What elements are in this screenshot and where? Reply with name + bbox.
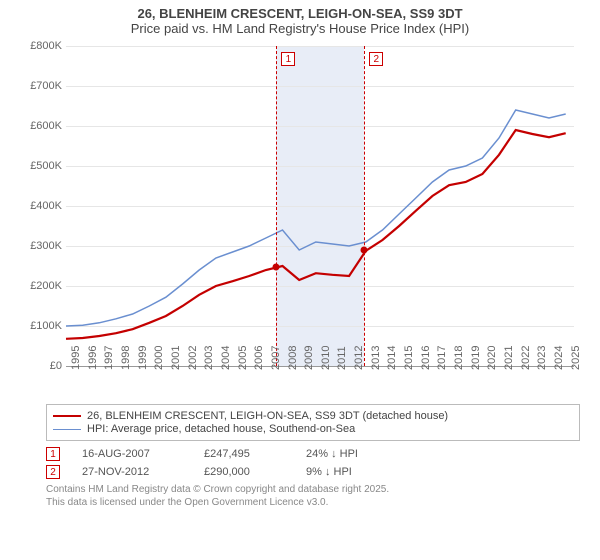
legend-swatch xyxy=(53,415,81,417)
x-tick-label: 2011 xyxy=(336,350,348,370)
sale-point xyxy=(361,247,368,254)
x-tick-label: 1996 xyxy=(87,350,99,370)
x-tick-label: 2003 xyxy=(203,350,215,370)
x-tick-label: 2019 xyxy=(470,350,482,370)
x-tick-label: 2017 xyxy=(436,350,448,370)
y-tick-label: £800K xyxy=(18,40,62,52)
x-tick-label: 2022 xyxy=(520,350,532,370)
y-tick-label: £400K xyxy=(18,200,62,212)
x-tick-label: 2006 xyxy=(253,350,265,370)
x-tick-label: 2010 xyxy=(320,350,332,370)
x-tick-label: 2009 xyxy=(303,350,315,370)
line-layer xyxy=(66,46,574,366)
legend: 26, BLENHEIM CRESCENT, LEIGH-ON-SEA, SS9… xyxy=(46,404,580,441)
legend-label: 26, BLENHEIM CRESCENT, LEIGH-ON-SEA, SS9… xyxy=(87,410,448,422)
x-tick-label: 2018 xyxy=(453,350,465,370)
x-tick-label: 1997 xyxy=(103,350,115,370)
sale-marker: 2 xyxy=(46,465,60,479)
attribution-footer: Contains HM Land Registry data © Crown c… xyxy=(46,483,580,509)
x-tick-label: 2023 xyxy=(536,350,548,370)
y-tick-label: £500K xyxy=(18,160,62,172)
x-tick-label: 2020 xyxy=(486,350,498,370)
x-tick-label: 2025 xyxy=(570,350,582,370)
sale-date: 16-AUG-2007 xyxy=(82,448,182,460)
sale-price: £247,495 xyxy=(204,448,284,460)
x-tick-label: 2015 xyxy=(403,350,415,370)
sale-marker: 1 xyxy=(46,447,60,461)
y-tick-label: £100K xyxy=(18,320,62,332)
event-marker: 2 xyxy=(369,52,383,66)
y-tick-label: £0 xyxy=(18,360,62,372)
x-tick-label: 2021 xyxy=(503,350,515,370)
sale-row: 1 16-AUG-2007 £247,495 24% ↓ HPI xyxy=(46,447,580,461)
event-rule xyxy=(276,46,277,366)
series-line xyxy=(66,110,566,326)
x-tick-label: 2002 xyxy=(187,350,199,370)
x-tick-label: 2024 xyxy=(553,350,565,370)
sale-date: 27-NOV-2012 xyxy=(82,466,182,478)
y-tick-label: £700K xyxy=(18,80,62,92)
plot-region: 12 xyxy=(66,46,574,366)
legend-item: HPI: Average price, detached house, Sout… xyxy=(53,423,573,435)
legend-label: HPI: Average price, detached house, Sout… xyxy=(87,423,355,435)
series-line xyxy=(66,130,566,339)
sale-point xyxy=(273,264,280,271)
sale-row: 2 27-NOV-2012 £290,000 9% ↓ HPI xyxy=(46,465,580,479)
chart-title: 26, BLENHEIM CRESCENT, LEIGH-ON-SEA, SS9… xyxy=(0,0,600,38)
x-tick-label: 2013 xyxy=(370,350,382,370)
x-tick-label: 2001 xyxy=(170,350,182,370)
sale-price: £290,000 xyxy=(204,466,284,478)
sale-hpi-delta: 9% ↓ HPI xyxy=(306,466,396,478)
sale-hpi-delta: 24% ↓ HPI xyxy=(306,448,396,460)
legend-item: 26, BLENHEIM CRESCENT, LEIGH-ON-SEA, SS9… xyxy=(53,410,573,422)
legend-swatch xyxy=(53,429,81,430)
footer-line-2: This data is licensed under the Open Gov… xyxy=(46,496,580,509)
x-tick-label: 2005 xyxy=(237,350,249,370)
x-tick-label: 1998 xyxy=(120,350,132,370)
y-tick-label: £600K xyxy=(18,120,62,132)
event-rule xyxy=(364,46,365,366)
x-tick-label: 2014 xyxy=(386,350,398,370)
y-tick-label: £200K xyxy=(18,280,62,292)
x-tick-label: 1999 xyxy=(137,350,149,370)
x-tick-label: 2012 xyxy=(353,350,365,370)
y-tick-label: £300K xyxy=(18,240,62,252)
title-line-2: Price paid vs. HM Land Registry's House … xyxy=(0,21,600,36)
x-tick-label: 2008 xyxy=(287,350,299,370)
chart-area: 12 £0£100K£200K£300K£400K£500K£600K£700K… xyxy=(20,38,580,398)
x-tick-label: 1995 xyxy=(70,350,82,370)
x-tick-label: 2004 xyxy=(220,350,232,370)
sales-table: 1 16-AUG-2007 £247,495 24% ↓ HPI 2 27-NOV-201… xyxy=(46,447,580,479)
title-line-1: 26, BLENHEIM CRESCENT, LEIGH-ON-SEA, SS9… xyxy=(0,6,600,21)
event-marker: 1 xyxy=(281,52,295,66)
x-tick-label: 2007 xyxy=(270,350,282,370)
x-tick-label: 2016 xyxy=(420,350,432,370)
footer-line-1: Contains HM Land Registry data © Crown c… xyxy=(46,483,580,496)
x-tick-label: 2000 xyxy=(153,350,165,370)
